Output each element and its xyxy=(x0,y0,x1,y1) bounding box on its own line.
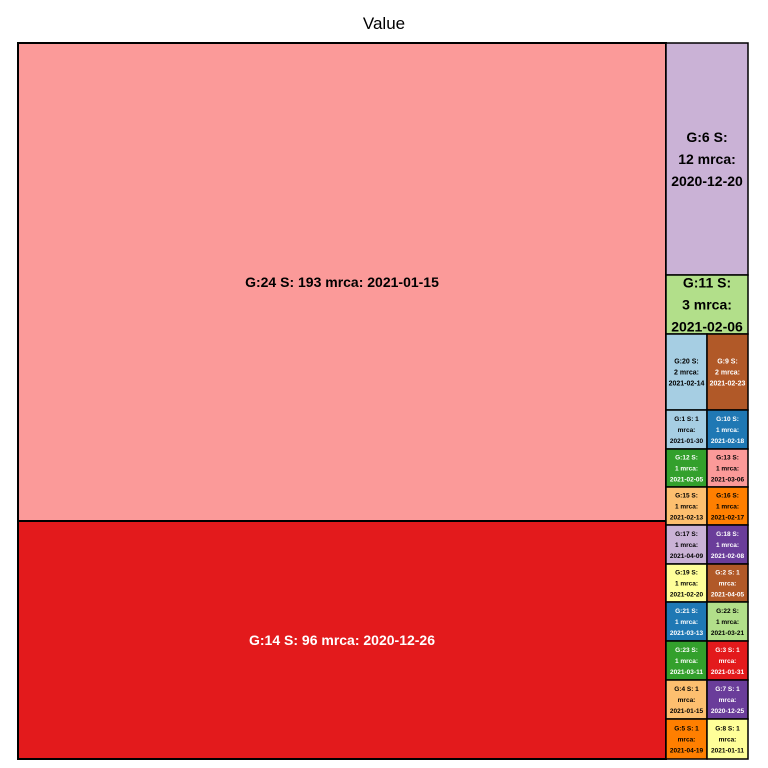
treemap-rect-g-19 xyxy=(665,563,708,603)
treemap-label-g-10: G:10 S: 1 mrca: 2021-02-18 xyxy=(711,416,745,445)
treemap-tile-g-14: G:14 S: 96 mrca: 2020-12-26 xyxy=(17,520,667,760)
treemap-label-g-16: G:16 S: 1 mrca: 2021-02-17 xyxy=(711,492,745,521)
treemap-tile-g-5: G:5 S: 1 mrca: 2021-04-19 xyxy=(665,718,708,760)
treemap-tile-g-22: G:22 S: 1 mrca: 2021-03-21 xyxy=(706,601,749,642)
treemap-label-g-14: G:14 S: 96 mrca: 2020-12-26 xyxy=(249,632,435,648)
treemap-rect-g-7 xyxy=(706,679,749,720)
treemap-label-g-4: G:4 S: 1 mrca: 2021-01-15 xyxy=(670,686,704,715)
treemap-rect-g-21 xyxy=(665,601,708,642)
treemap-tile-g-19: G:19 S: 1 mrca: 2021-02-20 xyxy=(665,563,708,603)
chart-title: Value xyxy=(362,14,406,33)
treemap-label-g-18: G:18 S: 1 mrca: 2021-02-08 xyxy=(711,531,745,560)
treemap-tile-g-7: G:7 S: 1 mrca: 2020-12-25 xyxy=(706,679,749,720)
treemap-label-g-7: G:7 S: 1 mrca: 2020-12-25 xyxy=(711,686,745,715)
treemap-rect-g-6 xyxy=(665,42,749,276)
treemap-rect-g-18 xyxy=(706,524,749,565)
treemap-tile-g-23: G:23 S: 1 mrca: 2021-03-11 xyxy=(665,640,708,681)
treemap-label-g-12: G:12 S: 1 mrca: 2021-02-05 xyxy=(670,454,704,483)
treemap-tile-g-15: G:15 S: 1 mrca: 2021-02-13 xyxy=(665,486,708,526)
treemap-tile-g-2: G:2 S: 1 mrca: 2021-04-05 xyxy=(706,563,749,603)
treemap-tile-g-16: G:16 S: 1 mrca: 2021-02-17 xyxy=(706,486,749,526)
treemap-rect-g-11 xyxy=(665,274,749,335)
treemap-label-g-13: G:13 S: 1 mrca: 2021-03-06 xyxy=(711,454,745,483)
treemap-tile-g-10: G:10 S: 1 mrca: 2021-02-18 xyxy=(706,409,749,450)
treemap-tile-g-12: G:12 S: 1 mrca: 2021-02-05 xyxy=(665,448,708,488)
treemap-label-g-11: G:11 S: 3 mrca: 2021-02-06 xyxy=(671,274,743,334)
treemap-tile-g-1: G:1 S: 1 mrca: 2021-01-30 xyxy=(665,409,708,450)
treemap-rect-g-9 xyxy=(706,333,749,411)
treemap-tile-g-11: G:11 S: 3 mrca: 2021-02-06 xyxy=(665,274,749,335)
treemap-tile-g-8: G:8 S: 1 mrca: 2021-01-11 xyxy=(706,718,749,760)
treemap-label-g-5: G:5 S: 1 mrca: 2021-04-19 xyxy=(670,725,704,754)
treemap-tile-g-18: G:18 S: 1 mrca: 2021-02-08 xyxy=(706,524,749,565)
treemap-label-g-20: G:20 S: 2 mrca: 2021-02-14 xyxy=(669,358,705,387)
treemap-rect-g-8 xyxy=(706,718,749,760)
treemap-label-g-17: G:17 S: 1 mrca: 2021-04-09 xyxy=(670,531,704,560)
treemap-rect-g-10 xyxy=(706,409,749,450)
treemap-label-g-21: G:21 S: 1 mrca: 2021-03-13 xyxy=(670,608,704,637)
treemap-tile-g-21: G:21 S: 1 mrca: 2021-03-13 xyxy=(665,601,708,642)
treemap-tile-g-6: G:6 S: 12 mrca: 2020-12-20 xyxy=(665,42,749,276)
treemap-rect-g-23 xyxy=(665,640,708,681)
treemap-label-g-9: G:9 S: 2 mrca: 2021-02-23 xyxy=(710,358,746,387)
treemap-label-g-1: G:1 S: 1 mrca: 2021-01-30 xyxy=(670,416,704,445)
treemap-label-g-2: G:2 S: 1 mrca: 2021-04-05 xyxy=(711,569,745,598)
treemap-label-g-22: G:22 S: 1 mrca: 2021-03-21 xyxy=(711,608,745,637)
treemap-label-g-19: G:19 S: 1 mrca: 2021-02-20 xyxy=(670,569,704,598)
treemap-tile-g-17: G:17 S: 1 mrca: 2021-04-09 xyxy=(665,524,708,565)
treemap-label-g-8: G:8 S: 1 mrca: 2021-01-11 xyxy=(711,725,744,754)
treemap-tile-g-4: G:4 S: 1 mrca: 2021-01-15 xyxy=(665,679,708,720)
treemap-rect-g-15 xyxy=(665,486,708,526)
treemap-label-g-24: G:24 S: 193 mrca: 2021-01-15 xyxy=(245,274,439,290)
treemap-label-g-23: G:23 S: 1 mrca: 2021-03-11 xyxy=(670,647,703,676)
treemap-rect-g-12 xyxy=(665,448,708,488)
treemap-rect-g-1 xyxy=(665,409,708,450)
treemap-tile-g-9: G:9 S: 2 mrca: 2021-02-23 xyxy=(706,333,749,411)
treemap-tile-g-24: G:24 S: 193 mrca: 2021-01-15 xyxy=(17,42,667,522)
treemap-label-g-6: G:6 S: 12 mrca: 2020-12-20 xyxy=(671,129,743,189)
treemap-tile-g-3: G:3 S: 1 mrca: 2021-01-31 xyxy=(706,640,749,681)
treemap-rect-g-17 xyxy=(665,524,708,565)
treemap-label-g-3: G:3 S: 1 mrca: 2021-01-31 xyxy=(711,647,745,676)
treemap-rect-g-16 xyxy=(706,486,749,526)
treemap-label-g-15: G:15 S: 1 mrca: 2021-02-13 xyxy=(670,492,704,521)
treemap-tile-g-20: G:20 S: 2 mrca: 2021-02-14 xyxy=(665,333,708,411)
treemap-rect-g-22 xyxy=(706,601,749,642)
treemap-tile-g-13: G:13 S: 1 mrca: 2021-03-06 xyxy=(706,448,749,488)
treemap-rect-g-14 xyxy=(17,520,667,760)
treemap-rect-g-3 xyxy=(706,640,749,681)
